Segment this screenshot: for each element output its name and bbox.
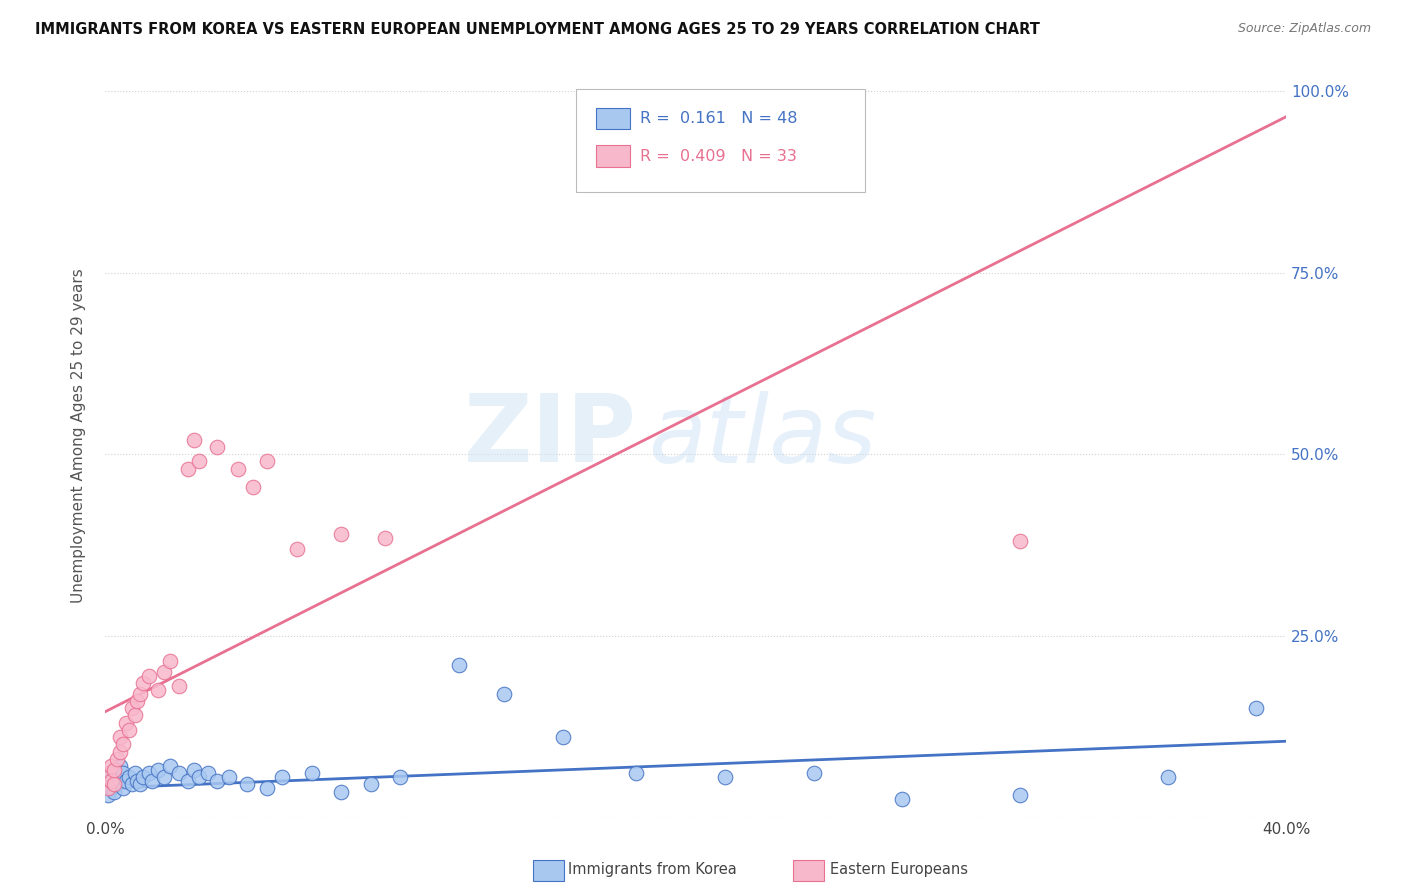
Point (100, 780, 122, 795)
Point (138, 668, 160, 682)
Point (256, 454, 278, 468)
Point (103, 777, 125, 791)
Point (626, 766, 648, 780)
Point (121, 701, 143, 715)
Text: atlas: atlas (648, 391, 876, 482)
Point (111, 780, 134, 795)
Point (301, 766, 323, 780)
Point (188, 770, 211, 784)
Point (100, 759, 122, 773)
Point (803, 766, 825, 780)
Point (374, 531, 396, 545)
Point (146, 683, 169, 698)
Text: R =  0.161   N = 48: R = 0.161 N = 48 (640, 112, 797, 126)
Point (1010, 789, 1032, 803)
Point (159, 654, 181, 668)
Point (205, 440, 228, 454)
Point (114, 773, 136, 788)
Point (117, 770, 139, 784)
Point (141, 773, 163, 788)
Point (129, 687, 152, 701)
Point (97, 773, 120, 788)
Point (235, 777, 257, 791)
Point (111, 766, 134, 780)
Point (389, 770, 412, 784)
Text: Eastern Europeans: Eastern Europeans (830, 863, 967, 877)
Point (153, 665, 176, 679)
Point (108, 773, 131, 788)
Point (132, 770, 155, 784)
Point (108, 730, 131, 744)
Point (183, 433, 205, 447)
Point (100, 773, 122, 788)
Point (167, 766, 190, 780)
Point (153, 770, 176, 784)
Point (108, 745, 131, 759)
Point (330, 784, 353, 798)
Point (205, 773, 228, 788)
Point (330, 527, 353, 541)
Point (114, 715, 136, 730)
Text: R =  0.409   N = 33: R = 0.409 N = 33 (640, 149, 797, 163)
Text: Source: ZipAtlas.com: Source: ZipAtlas.com (1237, 22, 1371, 36)
Point (97, 780, 120, 795)
Point (127, 773, 149, 788)
Point (97, 789, 120, 803)
Point (146, 763, 169, 777)
Point (138, 766, 160, 780)
Point (1010, 534, 1032, 549)
Point (492, 687, 515, 701)
Point (188, 454, 211, 468)
Text: ZIP: ZIP (464, 390, 637, 482)
Point (159, 759, 181, 773)
Point (449, 657, 471, 672)
Point (183, 763, 205, 777)
Point (197, 766, 219, 780)
Point (121, 777, 143, 791)
Point (256, 780, 278, 795)
Point (132, 675, 155, 690)
Point (226, 461, 249, 475)
Point (218, 770, 240, 784)
Point (97, 766, 120, 780)
Point (111, 738, 134, 752)
Point (176, 773, 198, 788)
Point (124, 708, 146, 723)
Point (103, 770, 125, 784)
Point (105, 763, 128, 777)
Point (129, 777, 152, 791)
Point (105, 777, 128, 791)
Point (360, 777, 382, 791)
Point (714, 770, 737, 784)
Point (127, 694, 149, 708)
Point (103, 784, 125, 798)
Point (100, 766, 122, 780)
Text: Immigrants from Korea: Immigrants from Korea (568, 863, 737, 877)
Point (117, 723, 139, 737)
Point (108, 759, 131, 773)
Point (1246, 701, 1268, 715)
Point (167, 680, 190, 694)
Point (891, 792, 914, 806)
Point (551, 730, 574, 744)
Point (124, 766, 146, 780)
Point (242, 480, 264, 494)
Point (285, 541, 308, 556)
Y-axis label: Unemployment Among Ages 25 to 29 years: Unemployment Among Ages 25 to 29 years (72, 268, 86, 604)
Point (271, 770, 294, 784)
Point (105, 752, 128, 766)
Point (176, 461, 198, 475)
Text: IMMIGRANTS FROM KOREA VS EASTERN EUROPEAN UNEMPLOYMENT AMONG AGES 25 TO 29 YEARS: IMMIGRANTS FROM KOREA VS EASTERN EUROPEA… (35, 22, 1040, 37)
Point (1157, 770, 1180, 784)
Point (103, 763, 125, 777)
